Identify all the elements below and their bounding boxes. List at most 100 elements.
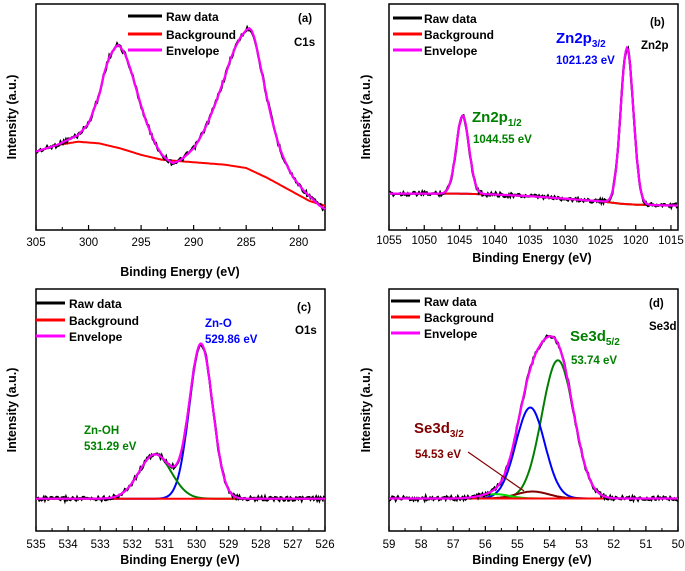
- x-axis-label-d: Binding Energy (eV): [472, 553, 591, 567]
- component-peak-c-0: [36, 343, 325, 500]
- plot-frame-b: [388, 3, 679, 231]
- x-tick-label-d-53: 53: [575, 539, 588, 551]
- x-tick-label-d-51: 51: [639, 539, 652, 551]
- x-tick-label-b-1030: 1030: [552, 235, 578, 247]
- legend-item-raw-c: Raw data: [69, 297, 122, 311]
- annotation-zn2p12: Zn2p1/2 1044.55 eV: [472, 109, 532, 146]
- x-tick-label-c-526: 526: [315, 539, 334, 551]
- background-line-a: [35, 140, 326, 207]
- x-tick-label-a-280: 280: [289, 237, 308, 249]
- x-tick-label-b-1020: 1020: [623, 235, 649, 247]
- legend-item-background-c: Background: [69, 314, 139, 328]
- panel-label-c: (c): [297, 302, 311, 314]
- x-tick-label-c-529: 529: [219, 539, 238, 551]
- legend-b: Raw data Background Envelope: [393, 12, 494, 58]
- annotation-zn-oh-label: Zn-OH: [84, 425, 119, 437]
- legend-item-envelope-b: Envelope: [424, 44, 478, 58]
- y-axis-label-c: Intensity (a.u.): [5, 368, 19, 453]
- x-tick-label-d-56: 56: [479, 539, 492, 551]
- x-tick-label-a-305: 305: [26, 237, 45, 249]
- x-tick-label-d-59: 59: [383, 539, 396, 551]
- x-tick-label-b-1015: 1015: [658, 235, 684, 247]
- annotation-zn2p32-value: 1021.23 eV: [556, 55, 615, 67]
- x-tick-label-b-1025: 1025: [588, 235, 614, 247]
- x-tick-label-b-1050: 1050: [411, 235, 437, 247]
- panel-label-d: (d): [649, 298, 664, 310]
- annotation-zn-o: Zn-O 529.86 eV: [205, 318, 258, 346]
- x-tick-label-c-532: 532: [123, 539, 142, 551]
- x-tick-label-d-52: 52: [607, 539, 620, 551]
- envelope-line-d: [389, 335, 678, 500]
- x-tick-label-d-57: 57: [447, 539, 460, 551]
- annotation-zn2p12-label: Zn2p1/2: [472, 109, 522, 129]
- legend-item-background-a: Background: [166, 28, 236, 42]
- annotation-zn-oh-value: 531.29 eV: [84, 441, 137, 453]
- envelope-line-b: [389, 45, 678, 207]
- annotation-se3d32-arrow: [467, 451, 525, 492]
- raw-data-line-c: [35, 343, 326, 505]
- plot-frame-a: [35, 3, 326, 231]
- corner-label-b: Zn2p: [641, 40, 668, 52]
- x-tick-label-d-55: 55: [511, 539, 524, 551]
- panel-a-c1s: 305 300 295 290 285 280 Binding Energy (eV) I…: [5, 3, 326, 279]
- x-tick-label-c-528: 528: [251, 539, 270, 551]
- annotation-zn2p32: Zn2p3/2 1021.23 eV: [556, 30, 615, 67]
- x-tick-label-c-527: 527: [283, 539, 302, 551]
- envelope-line-a: [35, 27, 326, 211]
- legend-c: Raw data Background Envelope: [36, 297, 139, 344]
- x-axis-label-c: Binding Energy (eV): [120, 553, 239, 567]
- x-tick-label-a-285: 285: [237, 237, 256, 249]
- annotation-se3d52: Se3d5/2 53.74 eV: [570, 328, 620, 367]
- annotation-zn-o-value: 529.86 eV: [205, 334, 258, 346]
- legend-item-raw-a: Raw data: [166, 10, 219, 24]
- x-tick-label-b-1055: 1055: [376, 235, 402, 247]
- legend-item-raw-b: Raw data: [424, 12, 477, 26]
- x-tick-label-c-535: 535: [26, 539, 45, 551]
- annotation-se3d32-value: 54.53 eV: [415, 449, 461, 461]
- panel-label-b: (b): [650, 17, 665, 29]
- x-tick-label-d-50: 50: [672, 539, 685, 551]
- x-tick-label-b-1035: 1035: [517, 235, 543, 247]
- x-tick-label-b-1045: 1045: [447, 235, 473, 247]
- x-tick-label-c-534: 534: [59, 539, 79, 551]
- legend-item-background-b: Background: [424, 28, 494, 42]
- annotation-se3d52-label: Se3d5/2: [570, 328, 620, 348]
- x-tick-label-d-58: 58: [415, 539, 428, 551]
- legend-item-background-d: Background: [424, 311, 494, 325]
- x-tick-label-a-300: 300: [79, 237, 98, 249]
- annotation-zn2p32-label: Zn2p3/2: [556, 30, 606, 50]
- x-tick-label-d-54: 54: [543, 539, 556, 551]
- panel-label-a: (a): [298, 13, 312, 25]
- annotation-se3d32: Se3d3/2 54.53 eV: [414, 420, 525, 492]
- legend-item-envelope-a: Envelope: [166, 44, 220, 58]
- legend-d: Raw data Background Envelope: [391, 295, 494, 341]
- annotation-se3d32-label: Se3d3/2: [414, 420, 464, 440]
- x-axis-label-a: Binding Energy (eV): [120, 265, 239, 279]
- corner-label-d: Se3d: [649, 321, 677, 333]
- legend-item-envelope-d: Envelope: [424, 327, 478, 341]
- annotation-se3d52-value: 53.74 eV: [571, 355, 617, 367]
- legend-item-raw-d: Raw data: [424, 295, 477, 309]
- legend-a: Raw data Background Envelope: [128, 10, 236, 58]
- x-tick-label-c-531: 531: [155, 539, 174, 551]
- x-tick-label-b-1040: 1040: [482, 235, 508, 247]
- panel-b-zn2p: 1055 1050 1045 1040 1035 1030 1025 1020 1015 Bin…: [359, 3, 684, 265]
- annotation-zn-oh: Zn-OH 531.29 eV: [84, 425, 137, 453]
- x-tick-label-c-533: 533: [91, 539, 110, 551]
- y-axis-label-d: Intensity (a.u.): [359, 368, 373, 453]
- x-tick-label-c-530: 530: [187, 539, 206, 551]
- corner-label-a: C1s: [294, 37, 315, 49]
- x-axis-label-b: Binding Energy (eV): [472, 251, 591, 265]
- annotation-zn2p12-value: 1044.55 eV: [473, 134, 532, 146]
- y-axis-label-a: Intensity (a.u.): [5, 75, 19, 160]
- panel-c-o1s: 535 534 533 532 531 530 529 528 527 526 Binding E…: [5, 288, 335, 567]
- panel-d-se3d: 59 58 57 56 55 54 53 52 51 50 Binding Energy (eV)…: [359, 288, 685, 567]
- x-tick-label-a-295: 295: [131, 237, 150, 249]
- corner-label-c: O1s: [295, 325, 317, 337]
- component-peak-c-1: [36, 453, 325, 500]
- envelope-line-c: [36, 342, 325, 500]
- x-tick-label-a-290: 290: [184, 237, 203, 249]
- annotation-zn-o-label: Zn-O: [205, 318, 232, 330]
- y-axis-label-b: Intensity (a.u.): [359, 75, 373, 160]
